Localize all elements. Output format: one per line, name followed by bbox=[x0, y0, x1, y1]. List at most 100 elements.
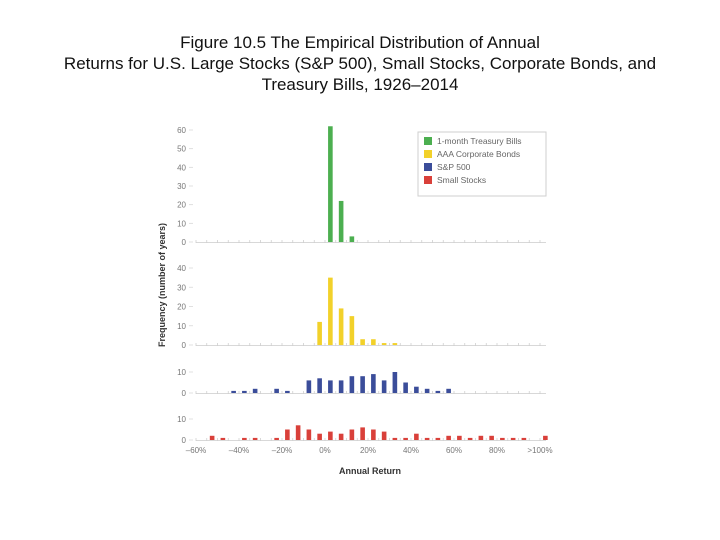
bar bbox=[306, 380, 312, 393]
bar bbox=[252, 437, 258, 440]
bar bbox=[371, 374, 376, 393]
y-tick-label: 30 bbox=[177, 182, 186, 191]
y-tick-label: 30 bbox=[177, 283, 186, 292]
legend: 1-month Treasury Bills AAA Corporate Bond… bbox=[417, 131, 547, 197]
panel-3: 0 10 bbox=[177, 368, 546, 398]
bar bbox=[349, 236, 355, 242]
x-tick-label: 20% bbox=[360, 446, 376, 455]
bar bbox=[328, 380, 333, 393]
x-tick-label: 40% bbox=[403, 446, 419, 455]
legend-label: AAA Corporate Bonds bbox=[437, 149, 520, 159]
y-tick-label: 60 bbox=[177, 126, 186, 135]
bar bbox=[392, 343, 398, 345]
bar bbox=[338, 308, 344, 345]
bar bbox=[306, 429, 312, 440]
x-tick-label: 0% bbox=[319, 446, 331, 455]
bar bbox=[381, 380, 387, 393]
figure-title-line-3: Treasury Bills, 1926–2014 bbox=[261, 75, 459, 94]
x-tick-label: –20% bbox=[272, 446, 292, 455]
legend-label: 1-month Treasury Bills bbox=[437, 136, 522, 146]
y-tick-label: 0 bbox=[182, 436, 187, 445]
bar bbox=[521, 437, 527, 440]
y-tick-label: 0 bbox=[182, 238, 187, 247]
x-tick-label: –40% bbox=[229, 446, 249, 455]
figure-title-line-2: Returns for U.S. Large Stocks (S&P 500),… bbox=[63, 54, 657, 73]
bar bbox=[328, 431, 333, 440]
legend-label: S&P 500 bbox=[437, 162, 471, 172]
y-tick-label: 0 bbox=[182, 341, 187, 350]
histogram-panels: 0 10 20 30 40 50 60 0 10 20 30 40 0 10 0 10 bbox=[177, 126, 548, 445]
bar bbox=[338, 433, 344, 440]
bar bbox=[317, 321, 322, 345]
figure-title: Figure 10.5 The Empirical Distribution o… bbox=[20, 32, 700, 95]
y-tick-label: 50 bbox=[177, 145, 186, 154]
bar bbox=[317, 433, 322, 440]
bar bbox=[371, 429, 376, 440]
bar bbox=[435, 390, 441, 393]
bar bbox=[360, 376, 365, 393]
x-tick-label: 80% bbox=[489, 446, 505, 455]
bar bbox=[349, 316, 355, 345]
bar bbox=[414, 386, 419, 393]
x-tick-label: –60% bbox=[186, 446, 206, 455]
legend-swatch bbox=[424, 163, 432, 171]
bar bbox=[381, 343, 387, 345]
bar bbox=[403, 437, 408, 440]
bar bbox=[220, 437, 226, 440]
x-tick-labels: –60% –40% –20% 0% 20% 40% 60% 80% >100% bbox=[186, 446, 553, 455]
bar bbox=[252, 388, 258, 393]
bar bbox=[371, 339, 376, 345]
bar bbox=[435, 437, 441, 440]
y-tick-label: 0 bbox=[182, 389, 187, 398]
bar bbox=[328, 126, 333, 242]
bar bbox=[360, 427, 365, 440]
bar bbox=[424, 388, 430, 393]
bar bbox=[457, 435, 462, 440]
bar bbox=[446, 388, 451, 393]
bar bbox=[446, 435, 451, 440]
legend-label: Small Stocks bbox=[437, 175, 486, 185]
bar bbox=[285, 390, 290, 393]
bar bbox=[317, 378, 322, 393]
y-tick-label: 10 bbox=[177, 415, 186, 424]
bar bbox=[360, 339, 365, 345]
bar bbox=[231, 390, 236, 393]
legend-box bbox=[417, 131, 547, 197]
bar bbox=[489, 435, 494, 440]
x-tick-label: 60% bbox=[446, 446, 462, 455]
y-tick-label: 40 bbox=[177, 163, 186, 172]
bar bbox=[242, 390, 247, 393]
y-tick-label: 10 bbox=[177, 322, 186, 331]
legend-swatch bbox=[424, 137, 432, 145]
bar bbox=[338, 380, 344, 393]
y-tick-label: 20 bbox=[177, 201, 186, 210]
bar bbox=[338, 200, 344, 242]
bar bbox=[392, 437, 398, 440]
panel-1: 0 10 20 30 40 50 60 bbox=[177, 126, 546, 247]
bar bbox=[392, 372, 398, 393]
figure-title-line-1: Figure 10.5 The Empirical Distribution o… bbox=[180, 33, 540, 52]
bar bbox=[381, 431, 387, 440]
panel-4: 0 10 bbox=[177, 415, 548, 445]
panel-2: 0 10 20 30 40 bbox=[177, 264, 546, 350]
bar bbox=[328, 277, 333, 345]
bar bbox=[242, 437, 247, 440]
y-tick-label: 40 bbox=[177, 264, 186, 273]
bar bbox=[510, 437, 516, 440]
legend-swatch bbox=[424, 176, 432, 184]
bar bbox=[274, 388, 279, 393]
bar bbox=[414, 433, 419, 440]
bar bbox=[500, 437, 505, 440]
legend-swatch bbox=[424, 150, 432, 158]
y-tick-label: 20 bbox=[177, 303, 186, 312]
y-axis-label: Frequency (number of years) bbox=[157, 223, 167, 347]
bar bbox=[467, 437, 473, 440]
bar bbox=[274, 437, 279, 440]
bar bbox=[478, 435, 484, 440]
bar bbox=[349, 429, 355, 440]
bar bbox=[403, 382, 408, 393]
bar bbox=[209, 435, 215, 440]
x-axis-label: Annual Return bbox=[339, 466, 401, 476]
bar bbox=[424, 437, 430, 440]
